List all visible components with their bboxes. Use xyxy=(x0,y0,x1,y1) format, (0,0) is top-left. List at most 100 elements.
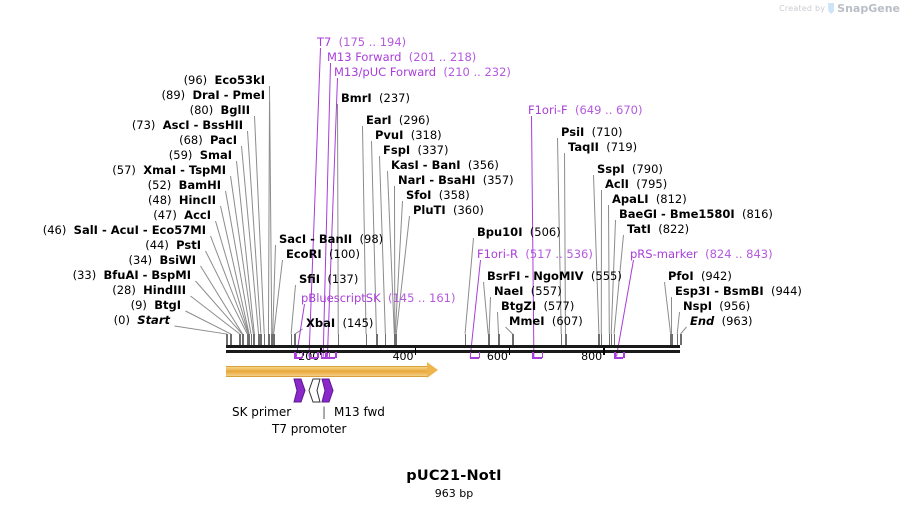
enzyme-label-bglii[interactable]: (80) BglII xyxy=(190,104,250,116)
enzyme-name: SfiI xyxy=(299,272,321,286)
enzyme-label-sspi[interactable]: SspI (790) xyxy=(597,163,663,175)
enzyme-label-psti[interactable]: (44) PstI xyxy=(145,239,201,251)
cut-site-bar xyxy=(498,334,500,345)
enzyme-position: (822) xyxy=(658,222,690,236)
enzyme-name: End xyxy=(690,314,715,328)
enzyme-position: (337) xyxy=(417,143,449,157)
enzyme-position: (33) xyxy=(72,268,97,282)
enzyme-position: (98) xyxy=(359,232,384,246)
enzyme-name: KasI xyxy=(391,158,419,172)
enzyme-label-start[interactable]: (0) Start xyxy=(114,314,170,326)
feature-label-f1ori_f[interactable]: F1ori-F (649 .. 670) xyxy=(528,104,642,116)
feature-leader-line xyxy=(308,47,322,358)
enzyme-label-saci[interactable]: SacI - BanII (98) xyxy=(279,233,383,245)
bottom-feature-label-t7-promoter[interactable]: T7 promoter xyxy=(272,422,347,436)
enzyme-separator: - xyxy=(710,284,723,298)
enzyme-label-acli[interactable]: AclI (795) xyxy=(605,178,667,190)
enzyme-label-ecori[interactable]: EcoRI (100) xyxy=(286,248,360,260)
enzyme-label-bpu10i[interactable]: Bpu10I (506) xyxy=(477,226,561,238)
cut-site-bar xyxy=(487,334,490,345)
bottom-feature-label-sk-primer[interactable]: SK primer xyxy=(232,405,292,419)
feature-label-t7[interactable]: T7 (175 .. 194) xyxy=(317,36,406,48)
enzyme-label-bamhi[interactable]: (52) BamHI xyxy=(148,179,221,191)
enzyme-label-bmri[interactable]: BmrI (237) xyxy=(341,92,410,104)
enzyme-leader-line xyxy=(464,237,474,335)
enzyme-name: PstI xyxy=(176,238,201,252)
enzyme-name: PacI xyxy=(210,133,237,147)
enzyme-name: BsaHI xyxy=(438,173,476,187)
enzyme-label-mmei[interactable]: MmeI (607) xyxy=(509,315,583,327)
feature-range: (175 .. 194) xyxy=(338,35,407,49)
enzyme-label-acci[interactable]: (47) AccI xyxy=(153,209,211,221)
cut-site-bar xyxy=(250,334,253,345)
enzyme-label-pvui[interactable]: PvuI (318) xyxy=(375,129,442,141)
feature-label-prs_marker[interactable]: pRS-marker (824 .. 843) xyxy=(630,248,773,260)
feature-range-bracket-end xyxy=(328,352,331,358)
enzyme-label-baegi[interactable]: BaeGI - Bme1580I (816) xyxy=(619,208,773,220)
enzyme-label-tati[interactable]: TatI (822) xyxy=(627,223,689,235)
enzyme-label-btgi[interactable]: (9) BtgI xyxy=(131,299,181,311)
enzyme-name: BssHII xyxy=(202,118,243,132)
enzyme-name: NspI xyxy=(683,299,712,313)
enzyme-label-nari[interactable]: NarI - BsaHI (357) xyxy=(398,174,514,186)
enzyme-position: (137) xyxy=(327,272,359,286)
enzyme-name: NarI xyxy=(398,173,426,187)
bottom-feature-label-m13-fwd[interactable]: M13 fwd xyxy=(334,405,385,419)
feature-label-m13puc[interactable]: M13/pUC Forward (210 .. 232) xyxy=(334,66,511,78)
enzyme-label-eari[interactable]: EarI (296) xyxy=(366,114,430,126)
enzyme-name: AcuI xyxy=(110,223,139,237)
enzyme-position: (357) xyxy=(482,173,514,187)
cut-site-bar xyxy=(247,334,250,345)
enzyme-label-hindiii[interactable]: (28) HindIII xyxy=(112,284,186,296)
feature-label-pbluescript[interactable]: pBluescriptSK (145 .. 161) xyxy=(301,292,455,304)
feature-name: T7 xyxy=(317,35,332,49)
feature-range-bracket xyxy=(531,357,542,359)
enzyme-label-bsiwi[interactable]: (34) BsiWI xyxy=(129,254,196,266)
enzyme-separator: - xyxy=(138,223,152,237)
enzyme-label-esp3i[interactable]: Esp3I - BsmBI (944) xyxy=(675,285,802,297)
cut-site-bar xyxy=(258,334,260,345)
enzyme-label-nspi[interactable]: NspI (956) xyxy=(683,300,750,312)
enzyme-position: (46) xyxy=(42,223,67,237)
ruler-tick xyxy=(414,348,417,355)
enzyme-name: TatI xyxy=(627,222,651,236)
m13-fwd-arrow-icon xyxy=(320,378,334,403)
enzyme-label-hincii[interactable]: (48) HincII xyxy=(148,194,216,206)
feature-range-bracket xyxy=(614,357,624,359)
enzyme-label-naei[interactable]: NaeI (557) xyxy=(494,285,562,297)
enzyme-label-pfoi[interactable]: PfoI (942) xyxy=(668,270,732,282)
enzyme-label-sali[interactable]: (46) SalI - AcuI - Eco57MI xyxy=(43,224,206,236)
enzyme-name: BanII xyxy=(318,232,353,246)
enzyme-label-bsrfi[interactable]: BsrFI - NgoMIV (555) xyxy=(487,270,622,282)
feature-label-f1ori_r[interactable]: F1ori-R (517 .. 536) xyxy=(477,248,593,260)
enzyme-position: (506) xyxy=(529,225,561,239)
enzyme-label-bfuai[interactable]: (33) BfuAI - BspMI xyxy=(73,269,191,281)
enzyme-label-eco53ki[interactable]: (96) Eco53kI xyxy=(184,74,265,86)
enzyme-label-smai[interactable]: (59) SmaI xyxy=(169,149,232,161)
enzyme-label-end[interactable]: End (963) xyxy=(690,315,753,327)
enzyme-label-xmai[interactable]: (57) XmaI - TspMI xyxy=(112,164,226,176)
enzyme-position: (360) xyxy=(453,203,484,217)
enzyme-label-paci[interactable]: (68) PacI xyxy=(179,134,237,146)
feature-label-m13f[interactable]: M13 Forward (201 .. 218) xyxy=(327,51,476,63)
enzyme-name: TaqII xyxy=(568,140,599,154)
enzyme-label-btgzi[interactable]: BtgZI (577) xyxy=(501,300,574,312)
cut-site-bar xyxy=(252,334,255,345)
enzyme-label-taqii[interactable]: TaqII (719) xyxy=(568,141,637,153)
enzyme-label-apali[interactable]: ApaLI (812) xyxy=(612,193,687,205)
enzyme-label-pluti[interactable]: PluTI (360) xyxy=(413,204,484,216)
enzyme-label-asci[interactable]: (73) AscI - BssHII xyxy=(132,119,243,131)
enzyme-label-sfii[interactable]: SfiI (137) xyxy=(299,273,358,285)
feature-name: pRS-marker xyxy=(630,247,698,261)
enzyme-label-kasi[interactable]: KasI - BanI (356) xyxy=(391,159,499,171)
enzyme-name: XbaI xyxy=(306,316,336,330)
enzyme-label-sfoi[interactable]: SfoI (358) xyxy=(406,189,470,201)
cut-site-bar xyxy=(375,334,378,345)
enzyme-name: XmaI xyxy=(143,163,177,177)
enzyme-label-drai[interactable]: (89) DraI - PmeI xyxy=(162,89,265,101)
enzyme-label-fspi[interactable]: FspI (337) xyxy=(383,144,448,156)
enzyme-position: (52) xyxy=(147,178,172,192)
enzyme-label-psii[interactable]: PsiI (710) xyxy=(561,126,623,138)
enzyme-label-xbai[interactable]: XbaI (145) xyxy=(306,317,373,329)
